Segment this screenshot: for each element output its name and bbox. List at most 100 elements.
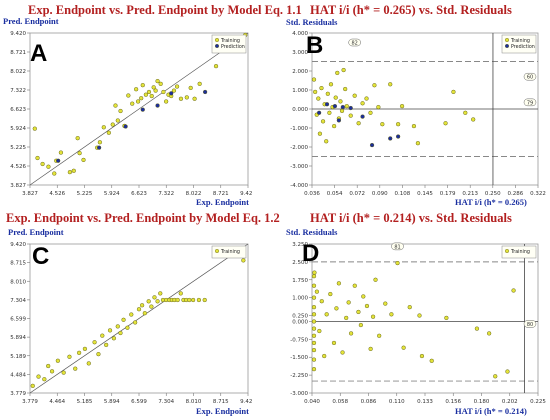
chart-d-training-point <box>322 353 327 359</box>
chart-a-legend-marker <box>214 37 219 42</box>
chart-b-training-point <box>311 77 317 82</box>
chart-b-annotation-label: 82 <box>351 41 357 47</box>
chart-a-training-point <box>115 118 120 123</box>
chart-d-training-point <box>487 331 492 336</box>
chart-b-training-point <box>372 83 377 88</box>
chart-d-annotation: 80 <box>523 320 537 328</box>
chart-a-y-tick-label: 4.526 <box>10 164 26 170</box>
chart-d-training-point <box>314 289 320 294</box>
chart-d-training-point <box>334 306 339 311</box>
chart-b-prediction-point <box>388 136 393 141</box>
chart-d-training-point <box>370 314 376 319</box>
chart-d-training-point <box>344 315 349 321</box>
chart-b-y-tick-label: -1.000 <box>290 126 308 132</box>
chart-c-training-point <box>133 320 138 325</box>
chart-a-training-point <box>151 85 156 90</box>
chart-b-title: HAT i/i (h* = 0.265) vs. Std. Residuals <box>310 3 512 17</box>
chart-b-annotation-box <box>523 72 537 81</box>
chart-d-training-point <box>352 283 357 288</box>
chart-b-annotation-box <box>523 98 537 107</box>
chart-b-prediction-point <box>340 104 345 110</box>
chart-c-training-point <box>76 350 82 355</box>
chart-d-training-point <box>373 277 378 282</box>
chart-d-y-tick-label: 1.750 <box>292 278 308 284</box>
chart-d-y-tick-label: -2.250 <box>290 373 308 379</box>
chart-a-prediction-point <box>155 103 160 108</box>
chart-c-training-point <box>104 342 109 348</box>
chart-c-training-point <box>146 299 151 304</box>
chart-d-training-point <box>407 305 412 310</box>
chart-d-training-point <box>389 312 394 317</box>
chart-a-legend <box>211 34 247 54</box>
chart-c-y-tick-label: 9.420 <box>10 242 26 248</box>
chart-a-training-point <box>46 164 51 169</box>
chart-d-ylabel: Std. Residuals <box>286 227 338 237</box>
chart-c-training-point <box>142 311 147 316</box>
panel-label-c: C <box>32 243 50 270</box>
chart-b-annotation-label: 60 <box>527 75 533 81</box>
chart-a-x-tick-label: 8.721 <box>213 191 229 197</box>
chart-c-training-point <box>115 324 120 329</box>
chart-a-training-point <box>110 122 115 127</box>
chart-b-plot: 0.036 0.054 0.072 0.090 0.108 0.145 0.179 0.213… <box>290 31 546 197</box>
chart-d-y-tick-label: 2.500 <box>292 260 308 266</box>
chart-b-prediction-point <box>396 134 401 139</box>
chart-c-training-point <box>202 297 207 303</box>
chart-b-annotation: 60 <box>523 72 537 81</box>
chart-a-training-point <box>153 88 158 93</box>
chart-b-y-tick-label: 0.000 <box>292 107 308 113</box>
chart-a-training-point <box>106 130 111 135</box>
chart-c-x-tick-label: 8.715 <box>213 399 229 405</box>
chart-b-x-tick-label: 0.036 <box>304 191 320 197</box>
chart-d-x-tick-label: 0.133 <box>417 399 433 405</box>
chart-d-title: HAT i/i (h* = 0.214) vs. Std. Residuals <box>310 211 512 225</box>
chart-d-training-point <box>311 367 317 372</box>
chart-a-training-point <box>197 81 202 86</box>
chart-c-identity-line <box>29 243 249 394</box>
chart-a-training-point <box>101 125 106 130</box>
chart-d-training-point <box>311 319 317 324</box>
chart-b-x-tick-label: 0.090 <box>372 191 388 197</box>
chart-d-y-tick-label: -0.750 <box>290 337 308 343</box>
chart-b-training-point <box>316 96 321 101</box>
chart-b-x-tick-label: 0.054 <box>327 191 343 197</box>
chart-a-x-tick-label: 8.022 <box>186 191 202 197</box>
chart-a-prediction-point <box>123 124 128 129</box>
chart-c-training-point <box>196 297 202 303</box>
chart-b-x-tick-label: 0.072 <box>349 191 365 197</box>
chart-c-training-point <box>96 352 101 357</box>
chart-c-title: Exp. Endpoint vs. Pred. Endpoint by Mode… <box>6 211 280 225</box>
chart-b-x-tick-label: 0.108 <box>395 191 411 197</box>
chart-a-y-tick-label: 5.924 <box>10 126 26 132</box>
chart-a-training-point <box>164 99 169 104</box>
chart-a-training-point <box>67 170 72 175</box>
chart-a-training-point <box>71 168 76 173</box>
chart-d-x-tick-label: 0.180 <box>474 399 490 405</box>
chart-b-x-tick-label: 0.145 <box>417 191 433 197</box>
chart-b-training-point <box>338 99 343 104</box>
chart-d-training-point <box>474 326 480 331</box>
chart-c-training-point <box>92 340 97 345</box>
chart-d-annotation-label: 81 <box>394 244 400 250</box>
chart-d-y-tick-label: -1.500 <box>290 355 308 361</box>
chart-a-training-point <box>174 84 180 89</box>
chart-c-training-point <box>121 317 126 322</box>
chart-c-training-point <box>82 346 88 351</box>
chart-a-y-tick-label: 7.322 <box>10 88 26 94</box>
chart-b-legend-label: Prediction <box>511 44 535 50</box>
chart-d-plot: 0.040 0.058 0.086 0.110 0.133 0.156 0.180 0.202… <box>290 242 546 405</box>
chart-d-legend-label: Training <box>510 249 530 255</box>
chart-a-plot: 3.827 4.526 5.225 5.924 6.623 7.322 8.022 8.721… <box>10 31 252 197</box>
chart-b-training-point <box>343 86 348 92</box>
chart-a-training-point <box>126 93 131 98</box>
chart-d-y-tick-label: 3.250 <box>292 242 308 248</box>
chart-c-y-tick-label: 6.599 <box>10 317 26 323</box>
chart-b-training-point <box>335 70 340 76</box>
chart-b-prediction-point <box>369 142 375 148</box>
chart-a-training-point <box>97 140 103 145</box>
chart-d-training-point <box>312 270 317 275</box>
chart-d-training-point <box>311 312 317 317</box>
chart-c-x-tick-label: 8.010 <box>186 399 202 405</box>
chart-d-training-point <box>444 315 449 321</box>
chart-c-training-point <box>107 328 113 333</box>
